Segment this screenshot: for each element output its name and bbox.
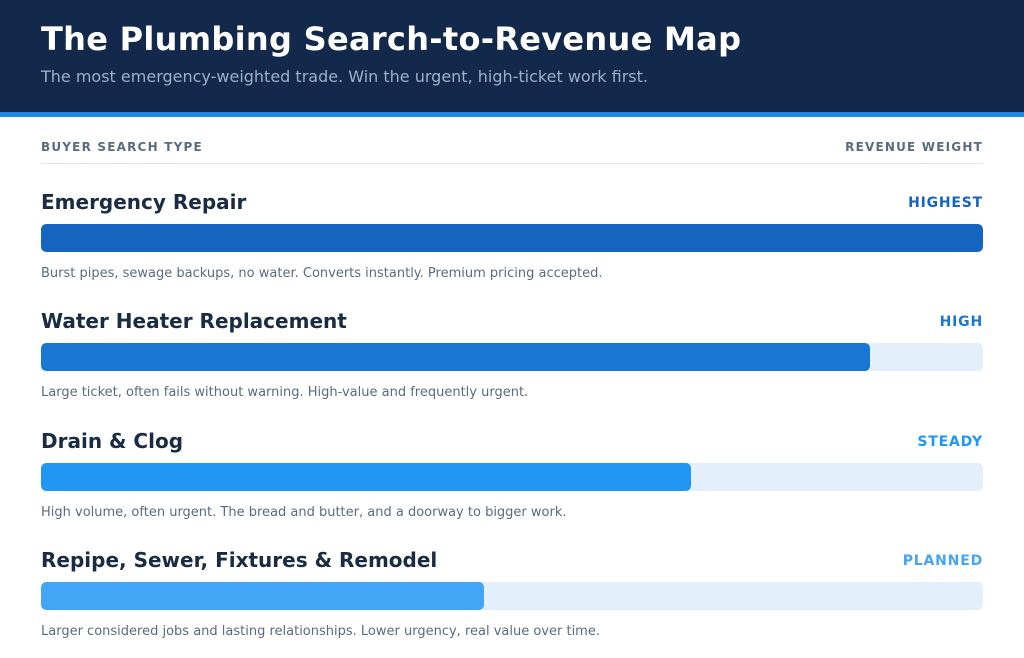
page-title: The Plumbing Search-to-Revenue Map (41, 20, 742, 58)
bar-track (41, 343, 983, 371)
category-description: Burst pipes, sewage backups, no water. C… (41, 266, 603, 281)
bar-emergency-repair (41, 224, 983, 252)
category-label: Drain & Clog (41, 429, 184, 453)
bar-track (41, 224, 983, 252)
header-divider (41, 163, 983, 164)
bar-repipe-sewer-fixtures-remodel (41, 582, 484, 610)
bar-water-heater-replacement (41, 343, 870, 371)
weight-label: HIGHEST (908, 195, 983, 211)
category-label: Repipe, Sewer, Fixtures & Remodel (41, 548, 438, 572)
category-description: High volume, often urgent. The bread and… (41, 505, 567, 520)
bar-drain-clog (41, 463, 691, 491)
chart-row-repipe-sewer-fixtures-remodel: Repipe, Sewer, Fixtures & Remodel PLANNE… (41, 548, 983, 658)
chart-row-drain-clog: Drain & Clog STEADY High volume, often u… (41, 429, 983, 539)
category-label: Emergency Repair (41, 190, 247, 214)
chart-row-water-heater-replacement: Water Heater Replacement HIGH Large tick… (41, 309, 983, 419)
bar-track (41, 463, 983, 491)
chart-row-emergency-repair: Emergency Repair HIGHEST Burst pipes, se… (41, 190, 983, 300)
bar-track (41, 582, 983, 610)
category-description: Larger considered jobs and lasting relat… (41, 624, 600, 639)
column-header-revenue-weight: REVENUE WEIGHT (845, 140, 983, 154)
weight-label: HIGH (939, 314, 983, 330)
header-banner: The Plumbing Search-to-Revenue Map The m… (0, 0, 1024, 117)
weight-label: PLANNED (902, 553, 983, 569)
category-label: Water Heater Replacement (41, 309, 347, 333)
page-subtitle: The most emergency-weighted trade. Win t… (41, 67, 648, 86)
weight-label: STEADY (917, 434, 983, 450)
category-description: Large ticket, often fails without warnin… (41, 385, 529, 400)
column-header-search-type: BUYER SEARCH TYPE (41, 140, 203, 154)
